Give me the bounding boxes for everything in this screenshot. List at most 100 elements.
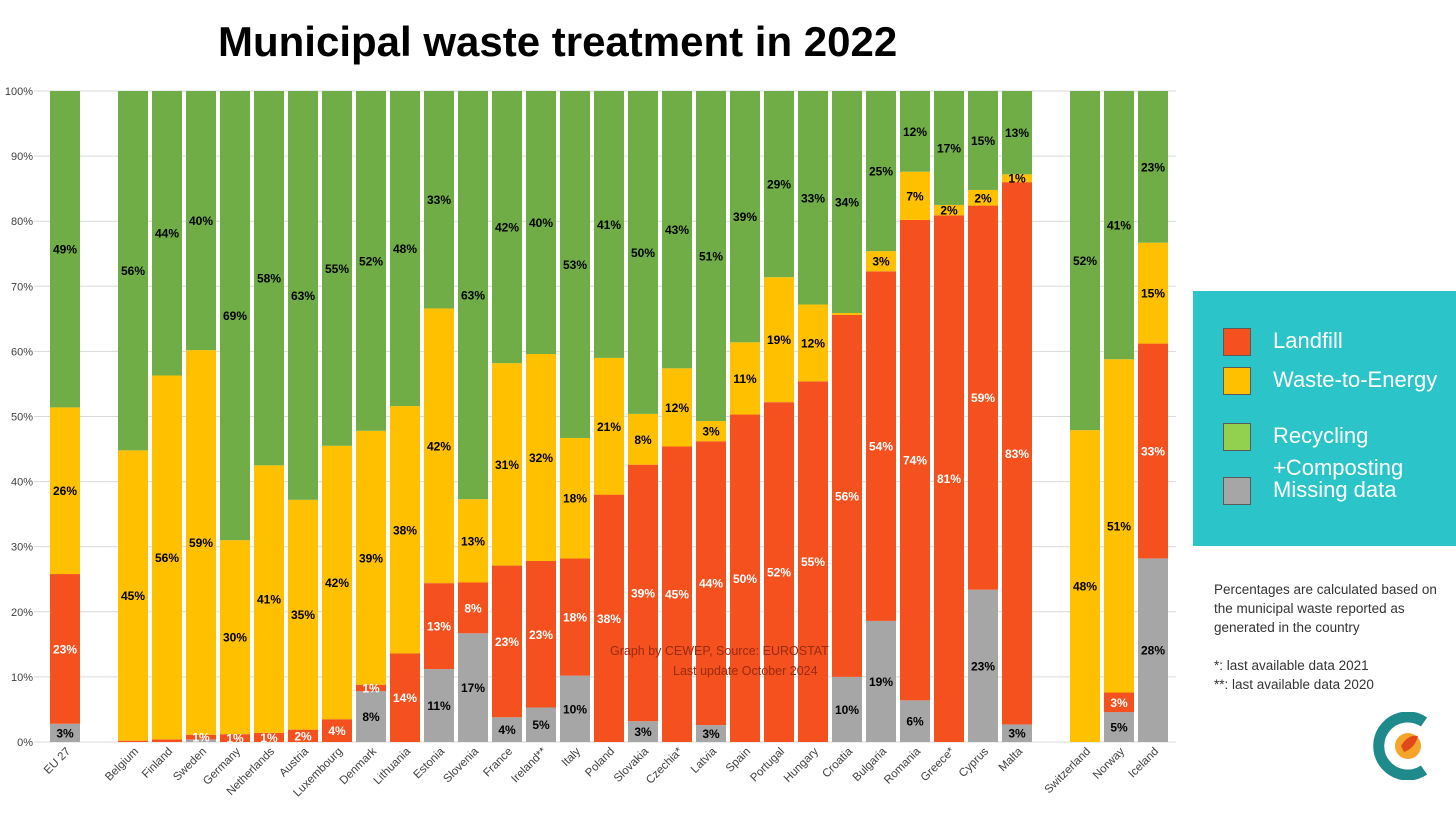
data-label: 4% [328,724,346,738]
data-label: 26% [53,484,77,498]
bar-segment-rec [322,91,352,446]
data-label: 40% [529,216,553,230]
bar-segment-landfill [866,271,896,621]
bar-segment-wte [866,251,896,272]
legend-swatch-missing [1223,477,1251,505]
bar-segment-missing [356,691,386,742]
data-label: 3% [1008,727,1026,741]
data-label: 48% [1073,580,1097,594]
data-label: 17% [937,141,961,155]
bar-segment-wte [458,499,488,583]
bar-segment-wte [186,350,216,735]
bar-segment-rec [900,91,930,172]
note-doublestar: **: last available data 2020 [1214,677,1374,692]
legend-item-recycling: Recycling +Composting [1223,423,1403,484]
data-label: 3% [872,255,890,269]
data-label: 23% [1141,160,1165,174]
data-label: 14% [393,691,417,705]
bar-segment-missing [832,676,862,742]
bar-segment-landfill [798,381,828,742]
bar-segment-rec [1070,91,1100,431]
data-label: 18% [563,492,587,506]
x-tick-label: Czechia* [644,745,685,786]
bar-segment-missing [458,633,488,742]
x-tick-label: Romania [882,745,923,786]
note-main: Percentages are calculated based on the … [1214,582,1437,635]
bar-segment-landfill [458,582,488,634]
data-label: 1% [1008,172,1026,186]
legend-swatch-recycling [1223,423,1251,451]
bar-segment-rec [730,91,760,343]
bar-segment-rec [424,91,454,309]
bar-segment-rec [560,91,590,438]
data-label: 19% [869,675,893,689]
bar-segment-wte [50,407,80,575]
data-label: 49% [53,243,77,257]
bar-segment-wte [594,357,624,495]
data-label: 7% [906,189,924,203]
bar-segment-missing [526,707,556,742]
bar-segment-landfill [390,653,420,742]
data-label: 81% [937,472,961,486]
bar-segment-wte [1002,174,1032,183]
x-tick-label: Ireland** [509,745,549,785]
data-label: 59% [189,536,213,550]
legend-item-missing: Missing data [1223,477,1397,506]
data-label: 2% [294,729,312,743]
data-label: 23% [495,635,519,649]
bar-segment-rec [628,91,658,414]
bar-segment-wte [390,406,420,654]
bar-segment-wte [628,413,658,465]
data-label: 17% [461,681,485,695]
bar-segment-wte [730,342,760,415]
data-label: 32% [529,451,553,465]
bar-segment-rec [390,91,420,407]
x-tick-label: Portugal [748,746,787,785]
data-label: 52% [767,566,791,580]
bar-segment-wte [696,421,726,442]
data-label: 19% [767,333,791,347]
bar-segment-missing [560,675,590,742]
legend-label-landfill: Landfill [1273,328,1343,353]
data-label: 43% [665,223,689,237]
data-label: 83% [1005,447,1029,461]
data-label: 33% [801,191,825,205]
bar-segment-rec [832,91,862,313]
label-layer: 3% 23% 26% 49% 45% 56% 56% 44% 1% 59% 40% 1% 30% 69% 1… [53,125,1165,746]
x-tick-label: Italy [560,745,584,769]
bar-segment-wte [356,430,386,685]
data-label: 25% [869,165,893,179]
notes: Percentages are calculated based on the … [1214,580,1444,694]
data-label: 3% [634,725,652,739]
data-label: 1% [226,732,244,746]
bar-segment-missing [968,589,998,742]
data-label: 1% [260,731,278,745]
bar-segment-rec [152,91,182,376]
bar-segment-missing [50,723,80,742]
data-label: 55% [801,555,825,569]
bar-segment-wte [220,540,250,735]
bar-segment-wte [1070,430,1100,742]
bar-segment-wte [424,308,454,584]
legend-swatch-landfill [1223,328,1251,356]
bar-segment-rec [118,91,148,451]
bar-segment-rec [254,91,284,466]
data-label: 52% [359,254,383,268]
data-label: 3% [1110,696,1128,710]
data-label: 13% [1005,126,1029,140]
bar-segment-landfill [1002,182,1032,725]
bar-segment-missing [866,620,896,742]
data-label: 11% [427,699,451,713]
bar-segment-wte [900,171,930,220]
data-label: 42% [495,221,519,235]
data-label: 12% [801,336,825,350]
x-tick-label: Cyprus [957,745,991,779]
x-tick-label: Slovenia [441,745,481,785]
data-label: 40% [189,214,213,228]
bar-segment-rec [662,91,692,369]
data-label: 41% [257,593,281,607]
bar-segment-wte [1138,242,1168,344]
data-label: 33% [427,193,451,207]
data-label: 58% [257,272,281,286]
y-tick-label: 20% [11,607,33,619]
